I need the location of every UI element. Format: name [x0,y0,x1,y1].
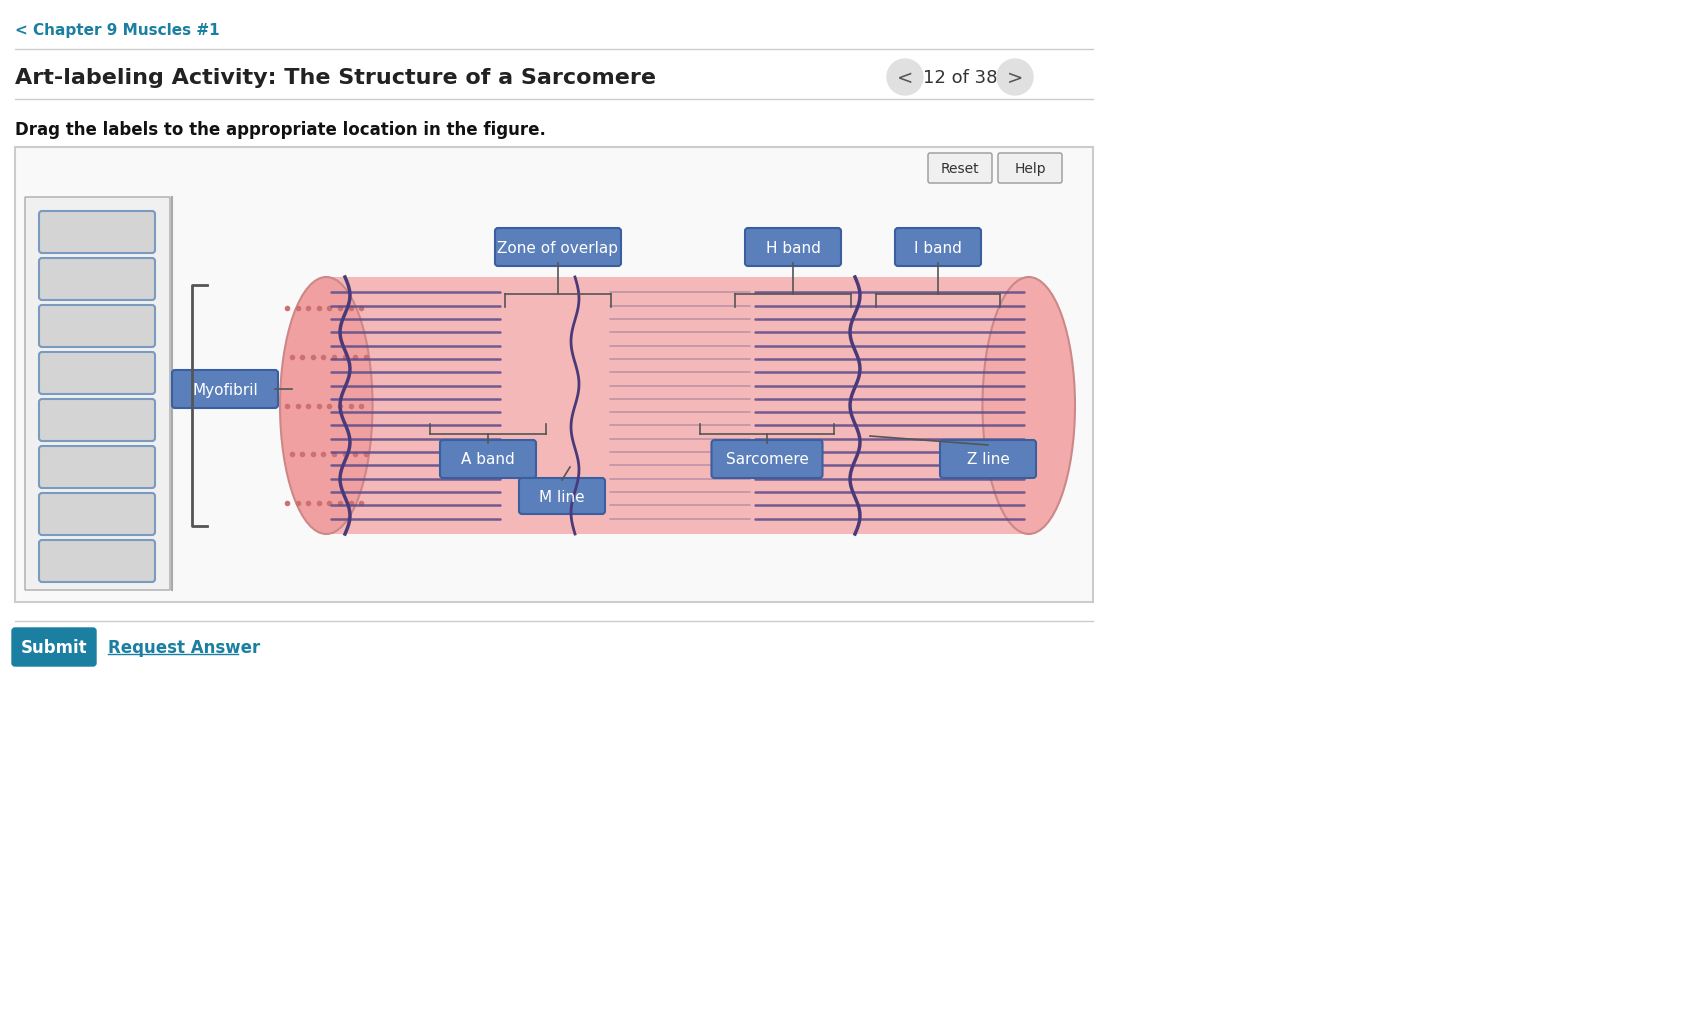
FancyBboxPatch shape [712,440,823,479]
FancyBboxPatch shape [744,229,840,267]
Text: < Chapter 9 Muscles #1: < Chapter 9 Muscles #1 [15,22,220,38]
Text: Drag the labels to the appropriate location in the figure.: Drag the labels to the appropriate locat… [15,121,546,139]
Ellipse shape [982,278,1074,535]
Text: Art-labeling Activity: The Structure of a Sarcomere: Art-labeling Activity: The Structure of … [15,68,655,88]
Text: Submit: Submit [20,638,87,656]
Text: Request Answer: Request Answer [108,638,259,656]
Text: H band: H band [765,240,819,255]
Text: <: < [896,68,913,88]
FancyBboxPatch shape [172,371,278,409]
FancyBboxPatch shape [39,306,155,347]
FancyBboxPatch shape [39,353,155,394]
FancyBboxPatch shape [15,148,1092,602]
Text: Z line: Z line [966,452,1009,467]
FancyBboxPatch shape [894,229,980,267]
Text: Zone of overlap: Zone of overlap [497,240,618,255]
FancyBboxPatch shape [39,540,155,583]
FancyBboxPatch shape [495,229,621,267]
FancyBboxPatch shape [519,479,604,515]
Bar [326,278,1028,535]
Circle shape [997,60,1033,96]
FancyBboxPatch shape [26,198,171,590]
Text: 12 of 38: 12 of 38 [922,69,997,87]
Text: I band: I band [913,240,961,255]
Text: Sarcomere: Sarcomere [725,452,807,467]
Text: Myofibril: Myofibril [191,382,258,397]
Text: A band: A band [461,452,514,467]
FancyBboxPatch shape [997,154,1062,183]
Ellipse shape [280,278,372,535]
FancyBboxPatch shape [39,259,155,301]
Text: >: > [1005,68,1022,88]
Text: M line: M line [539,489,584,504]
FancyBboxPatch shape [39,399,155,441]
Text: Help: Help [1014,162,1045,176]
Text: Reset: Reset [941,162,978,176]
Circle shape [886,60,922,96]
FancyBboxPatch shape [39,446,155,488]
FancyBboxPatch shape [39,493,155,535]
FancyBboxPatch shape [39,212,155,254]
FancyBboxPatch shape [12,629,96,666]
FancyBboxPatch shape [927,154,992,183]
FancyBboxPatch shape [939,440,1036,479]
FancyBboxPatch shape [440,440,536,479]
